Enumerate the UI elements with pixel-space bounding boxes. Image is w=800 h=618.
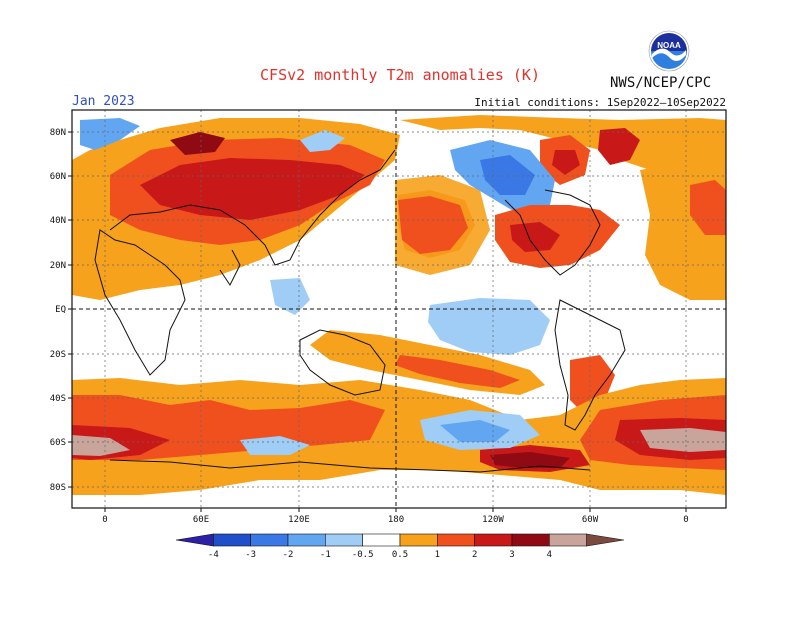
svg-text:NOAA: NOAA	[657, 41, 681, 50]
lon-tick-label: 120W	[482, 515, 504, 525]
colorbar-swatch	[213, 533, 251, 547]
lon-tick-label: 0	[102, 515, 107, 525]
lat-tick-label: 80S	[50, 483, 66, 493]
lon-tick-label: 120E	[288, 515, 310, 525]
coastlines	[94, 149, 626, 473]
agency-label: NWS/NCEP/CPC	[610, 75, 712, 91]
grid-lines	[72, 110, 726, 508]
latitude-axis: 80N 60N 40N 20N EQ 20S 40S 60S 80S	[50, 128, 72, 493]
lat-tick-label: 20N	[50, 261, 66, 271]
colorbar-label: 2	[472, 550, 477, 560]
colorbar-label: 3	[509, 550, 514, 560]
colorbar-swatch	[511, 533, 550, 547]
colorbar-label: -3	[245, 550, 256, 560]
lat-tick-label: 40S	[50, 394, 66, 404]
colorbar-swatch	[549, 533, 587, 547]
colorbar-label: -1	[320, 550, 331, 560]
colorbar-swatch	[586, 533, 625, 547]
initial-conditions: Initial conditions: 1Sep2022–10Sep2022	[474, 96, 726, 109]
lat-tick-label: 80N	[50, 128, 66, 138]
colorbar-swatch	[250, 533, 289, 547]
colorbar-swatch	[362, 533, 401, 547]
lat-tick-label: 60N	[50, 172, 66, 182]
lon-tick-label: 180	[388, 515, 404, 525]
colorbar: -4 -3 -2 -1 -0.5 0.5 1 2 3 4	[175, 533, 625, 560]
anomaly-field	[72, 110, 726, 508]
noaa-logo: NOAA	[648, 30, 690, 72]
valid-month: Jan 2023	[72, 94, 135, 109]
colorbar-label: -0.5	[352, 550, 374, 560]
lon-tick-label: 60E	[193, 515, 209, 525]
colorbar-swatch	[437, 533, 475, 547]
colorbar-swatch	[287, 533, 326, 547]
lat-tick-label: 60S	[50, 438, 66, 448]
colorbar-label: 1	[435, 550, 440, 560]
colorbar-label: 4	[547, 550, 552, 560]
colorbar-swatch	[399, 533, 438, 547]
chart-title: CFSv2 monthly T2m anomalies (K)	[260, 66, 540, 84]
lon-tick-label: 60W	[582, 515, 599, 525]
colorbar-label: -2	[283, 550, 294, 560]
colorbar-label: 0.5	[392, 550, 408, 560]
lat-tick-label: EQ	[55, 305, 66, 315]
colorbar-label: -4	[208, 550, 219, 560]
colorbar-swatch	[474, 533, 513, 547]
longitude-axis: 0 60E 120E 180 120W 60W 0	[102, 508, 689, 525]
lon-tick-label: 0	[683, 515, 688, 525]
lat-tick-label: 40N	[50, 216, 66, 226]
colorbar-swatch	[175, 533, 214, 547]
lat-tick-label: 20S	[50, 350, 66, 360]
colorbar-swatch	[325, 533, 363, 547]
